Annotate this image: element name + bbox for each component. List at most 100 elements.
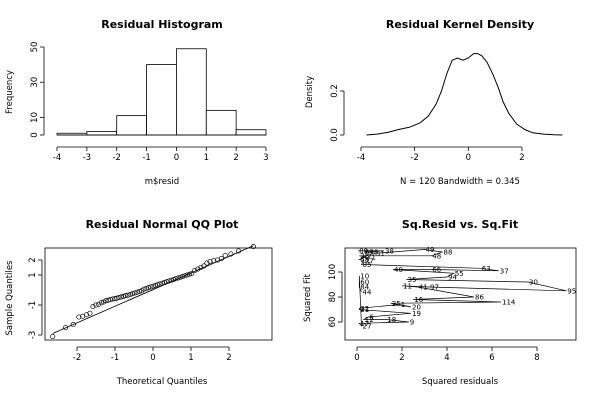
- sq-point-label: 9: [410, 319, 414, 327]
- sq-point-label: 66: [432, 266, 441, 274]
- sq-point-label: 85: [363, 261, 372, 269]
- qq-point: [116, 294, 122, 301]
- hist-x-tick-label: -1: [142, 153, 150, 163]
- sq-plot-box: [344, 247, 577, 341]
- sq-point-label: 48: [432, 252, 441, 260]
- qq-point: [207, 258, 213, 265]
- qq-point: [148, 284, 154, 290]
- sq-point-label: 55: [455, 270, 464, 278]
- qq-point: [129, 291, 136, 297]
- qq-point: [132, 290, 138, 296]
- qq-y-tick-label: -1: [28, 301, 38, 309]
- kde-plot: -4 -2 0 2 0.0 0.2: [330, 53, 563, 163]
- kde-density-line: [366, 53, 563, 136]
- qq-ylabel: Sample Quantiles: [5, 260, 15, 336]
- qq-point: [180, 273, 186, 280]
- sq-y-tick-label: 80: [328, 292, 338, 303]
- qq-point: [134, 289, 140, 295]
- qq-plot: -2 -1 0 1 2 -3 -1 1 2: [28, 243, 273, 363]
- sq-point-label: 88: [444, 249, 453, 257]
- sq-connecting-line: [358, 249, 567, 327]
- sq-point-label: 37: [500, 267, 509, 275]
- sq-point-label: 21: [360, 306, 369, 314]
- hist-y-tick-label: 50: [30, 42, 40, 53]
- hist-x-tick-label: -3: [83, 153, 91, 163]
- sq-point-label: 95: [567, 287, 576, 295]
- qq-point: [93, 302, 99, 308]
- sq-point-label: 44: [363, 289, 372, 297]
- qq-point: [228, 251, 234, 257]
- hist-bar: [116, 115, 147, 136]
- sq-point-label: 20: [412, 304, 421, 312]
- kde-x-tick-label: -4: [357, 153, 365, 163]
- sq-point-label: 30: [529, 279, 538, 287]
- qq-point: [143, 285, 149, 292]
- hist-x-tick-label: -2: [112, 153, 120, 163]
- qq-point: [192, 267, 198, 274]
- qq-point: [184, 272, 190, 278]
- kde-x-tick-label: -2: [410, 153, 418, 163]
- hist-ylabel: Frequency: [5, 70, 15, 114]
- qq-point: [168, 277, 174, 283]
- qq-y-tick-label: 1: [28, 272, 38, 277]
- sq-point-label: 1: [401, 301, 405, 309]
- qq-x-tick-label: 1: [188, 353, 193, 363]
- qq-point: [123, 293, 129, 299]
- qq-point: [186, 271, 193, 277]
- sq-point-label: 49: [426, 246, 435, 254]
- qq-point: [90, 303, 96, 310]
- qq-point: [127, 291, 133, 298]
- sq-point-label: 35: [408, 276, 417, 284]
- qq-x-tick-label: 2: [226, 353, 231, 363]
- kde-y-tick-label: 0.0: [330, 128, 340, 142]
- panel-kernel-density: Residual Kernel Density N = 120 Bandwidt…: [305, 18, 563, 187]
- qq-point: [83, 312, 90, 318]
- qq-point: [136, 288, 142, 295]
- qq-point: [145, 285, 151, 291]
- kde-x-tick-label: 2: [519, 153, 524, 163]
- panel-sqresid-sqfit: Sq.Resid vs. Sq.Fit Squared residuals Sq…: [303, 218, 577, 387]
- qq-point: [235, 248, 242, 254]
- qq-y-tick-label: 2: [28, 257, 38, 262]
- sq-point-label: 77: [365, 257, 374, 265]
- panel-qq-plot: Residual Normal QQ Plot Theoretical Quan…: [5, 218, 273, 387]
- qq-title: Residual Normal QQ Plot: [86, 218, 239, 231]
- qq-point: [250, 243, 256, 250]
- sq-title: Sq.Resid vs. Sq.Fit: [402, 218, 518, 231]
- hist-bar: [176, 48, 207, 136]
- qq-point: [182, 273, 188, 279]
- sq-point-label: 78: [369, 249, 378, 257]
- qq-point: [189, 270, 195, 277]
- sq-point-label: 60: [360, 279, 369, 287]
- hist-y-tick-label: 30: [30, 77, 40, 88]
- hist-bar: [86, 131, 118, 136]
- sq-point-label: 97: [430, 284, 439, 292]
- sq-point-label: 94: [448, 274, 457, 282]
- kde-y-tick-label: 0.2: [330, 84, 340, 98]
- sq-xlabel: Squared residuals: [422, 377, 499, 387]
- hist-x-tick-label: -4: [53, 153, 61, 163]
- qq-point: [175, 275, 181, 281]
- qq-point: [87, 310, 93, 316]
- sq-point-label: 89: [359, 247, 368, 255]
- qq-point: [150, 283, 156, 289]
- hist-xlabel: m$resid: [145, 177, 179, 187]
- sq-point-label: 84: [360, 284, 369, 292]
- qq-point: [103, 298, 109, 304]
- sq-point-label: 22: [360, 305, 369, 313]
- sq-point-label: 27: [363, 322, 372, 330]
- qq-point: [118, 294, 124, 300]
- sq-y-tick-label: 100: [328, 264, 338, 280]
- qq-xlabel: Theoretical Quantiles: [116, 377, 208, 387]
- kde-title: Residual Kernel Density: [386, 18, 534, 31]
- sq-point-label: 114: [502, 299, 516, 307]
- kde-xlabel: N = 120 Bandwidth = 0.345: [400, 177, 520, 187]
- sq-point-label: 16: [414, 296, 423, 304]
- hist-x-tick-label: 3: [263, 153, 268, 163]
- qq-x-tick-label: -2: [73, 353, 81, 363]
- sq-point-label: 10: [360, 272, 369, 280]
- sq-point-label: 83: [365, 249, 374, 257]
